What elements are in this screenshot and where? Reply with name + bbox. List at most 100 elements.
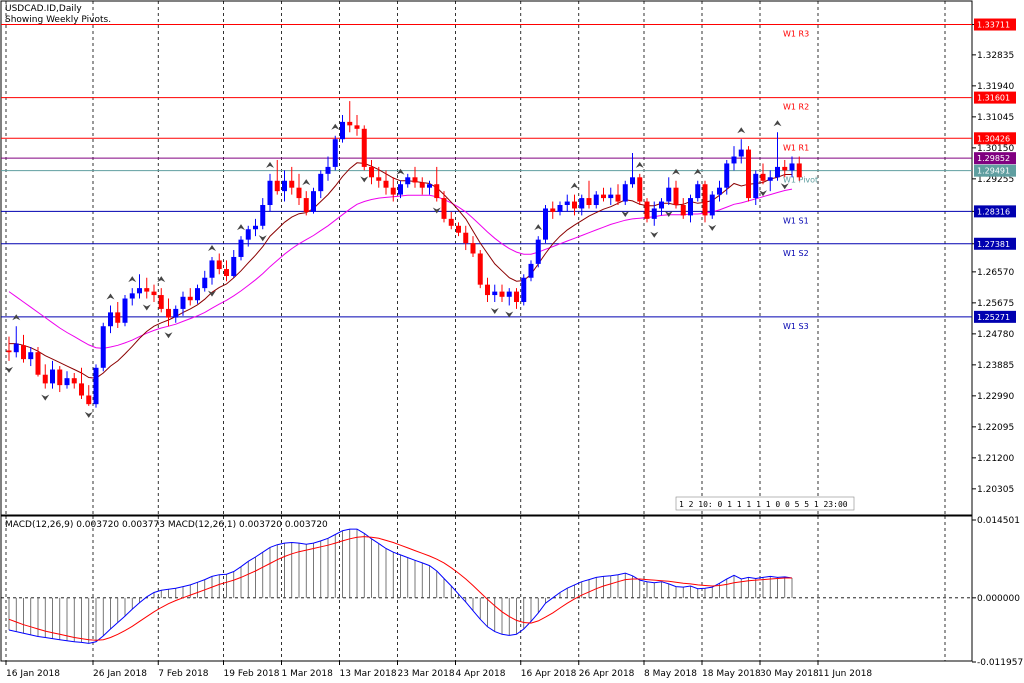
time-tick-label: 13 Mar 2018	[340, 669, 397, 679]
fractal-down-arrow	[708, 224, 717, 231]
pivot-label: W1 R1	[783, 143, 809, 152]
pivot-label: W1 R2	[783, 103, 809, 112]
candle-body	[224, 269, 229, 277]
candle-body	[746, 149, 751, 199]
candle-body	[42, 374, 48, 384]
candle-body	[108, 312, 113, 327]
candle-body	[615, 194, 621, 202]
fractal-down-arrow	[5, 366, 13, 373]
time-tick-label: 26 Jan 2018	[93, 669, 147, 679]
fractal-up-arrow	[106, 293, 115, 300]
level-tag: 1.28316	[977, 207, 1010, 216]
candle-body	[238, 239, 244, 257]
fractal-up-arrow	[331, 123, 340, 130]
candle-body	[180, 296, 186, 309]
pivot-label: W1 S2	[783, 249, 809, 258]
macd-tick-label: 0.014501	[977, 516, 1020, 526]
candle-body	[514, 291, 519, 302]
price-tick-label: 1.22990	[977, 392, 1014, 402]
time-tick-label: 11 Jun 2018	[818, 669, 872, 679]
level-tag: 1.33711	[977, 21, 1010, 30]
fractal-down-arrow	[360, 176, 369, 183]
candle-body	[115, 312, 121, 323]
candle-body	[253, 225, 258, 230]
candle-body	[332, 139, 338, 167]
macd-indicator: 0.014501 0.000000 -0.011957	[1, 516, 1023, 668]
pivot-label: W1 S3	[783, 322, 809, 331]
candle-body	[325, 166, 331, 174]
candle-body	[311, 191, 316, 212]
candle-body	[767, 177, 773, 181]
level-tag: 1.30426	[977, 134, 1010, 143]
candle-body	[753, 173, 759, 199]
candle-body	[340, 121, 345, 140]
candles	[6, 101, 802, 408]
candle-body	[35, 352, 41, 375]
fractal-up-arrow	[12, 314, 21, 321]
candle-body	[760, 173, 766, 181]
price-tick-label: 1.30150	[977, 144, 1014, 154]
candle-body	[231, 256, 237, 277]
candle-body	[789, 163, 795, 171]
macd-pane	[0, 515, 973, 662]
macd-signal-line	[8, 536, 792, 641]
price-tick-label: 1.29255	[977, 175, 1014, 185]
candle-body	[390, 187, 396, 195]
fractal-up-arrow	[773, 120, 782, 127]
time-tick-label: 16 Apr 2018	[521, 669, 577, 679]
candle-body	[64, 378, 70, 386]
candle-body	[608, 194, 614, 199]
candle-body	[57, 369, 63, 386]
macd-line	[8, 528, 793, 644]
level-tag: 1.25271	[977, 313, 1010, 322]
time-tick-label: 30 May 2018	[760, 669, 819, 679]
fractal-down-arrow	[258, 235, 267, 242]
time-tick-label: 4 Apr 2018	[456, 669, 506, 679]
candle-body	[260, 205, 266, 226]
candle-body	[448, 218, 454, 226]
candle-body	[506, 291, 512, 297]
fractal-up-arrow	[302, 179, 311, 186]
time-axis: 16 Jan 2018 26 Jan 2018 7 Feb 2018 19 Feb 2…	[5, 661, 872, 679]
candle-body	[485, 284, 490, 296]
macd-tick-label: 0.000000	[977, 594, 1020, 604]
hud-text: 1 2 10: 0 1 1 1 1 1 0 0 5 5 1 23:00	[679, 500, 848, 509]
fractal-down-arrow	[208, 290, 216, 297]
candle-body	[579, 198, 585, 209]
fractal-up-arrow	[266, 161, 274, 168]
candle-body	[216, 260, 222, 270]
candle-body	[93, 367, 99, 405]
candle-body	[100, 326, 106, 368]
pivot-levels: W1 R3 W1 R2 W1 R1 W1 Pivot W1 S1 W1 S2 W1 S3	[1, 24, 972, 331]
fractal-up-arrow	[693, 168, 702, 175]
candle-body	[86, 395, 92, 405]
price-tick-label: 1.23885	[977, 361, 1014, 371]
price-tick-label: 1.26570	[977, 268, 1014, 278]
candle-body	[6, 350, 12, 353]
fractal-up-arrow	[672, 168, 680, 175]
candle-body	[166, 308, 171, 318]
candle-body	[79, 383, 84, 396]
fractal-up-arrow	[128, 276, 137, 283]
fractals	[5, 120, 789, 418]
candle-body	[550, 208, 556, 212]
level-tag-bg	[974, 205, 1016, 218]
candle-body	[521, 277, 527, 302]
candle-body	[376, 177, 382, 181]
candle-body	[535, 239, 541, 264]
candle-body	[195, 288, 200, 301]
level-tag-bg	[974, 91, 1016, 104]
candle-body	[702, 184, 708, 216]
candle-body	[289, 180, 295, 188]
candle-body	[499, 291, 505, 297]
candle-body	[158, 295, 164, 309]
fractal-down-arrow	[41, 394, 50, 401]
chart-symbol: USDCAD.ID,Daily	[5, 4, 82, 14]
candle-body	[13, 343, 19, 353]
candle-body	[419, 182, 425, 188]
candle-body	[405, 177, 411, 185]
candle-body	[412, 177, 418, 183]
time-tick-label: 23 Mar 2018	[398, 669, 455, 679]
candle-body	[318, 173, 324, 192]
